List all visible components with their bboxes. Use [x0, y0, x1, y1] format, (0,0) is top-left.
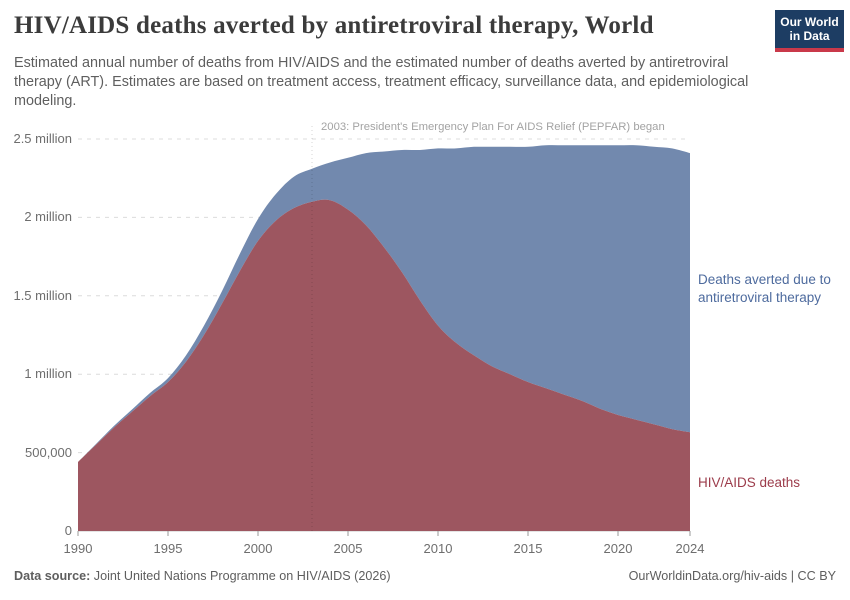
x-axis-tick-label: 2005 [333, 541, 363, 556]
y-axis-tick-label: 500,000 [25, 444, 72, 460]
x-axis-tick-label: 2015 [513, 541, 543, 556]
page-title: HIV/AIDS deaths averted by antiretrovira… [14, 12, 654, 39]
chart-subtitle: Estimated annual number of deaths from H… [14, 55, 749, 110]
x-axis-tick-label: 1995 [153, 541, 183, 556]
area-deaths-averted [78, 145, 690, 462]
y-axis-tick-label: 1 million [24, 366, 72, 382]
x-axis-tick-label: 2020 [603, 541, 633, 556]
area-hiv-aids-deaths [78, 199, 690, 532]
x-axis-tick-label: 1990 [63, 541, 93, 556]
series-label-deaths-averted: Deaths averted due to antiretroviral the… [698, 272, 831, 305]
y-axis-tick-label: 1.5 million [13, 287, 72, 303]
data-source-label: Data source: [14, 569, 91, 583]
pepfar-annotation: 2003: President's Emergency Plan For AID… [321, 121, 665, 133]
y-axis-tick-label: 0 [64, 523, 72, 538]
data-source-text: Joint United Nations Programme on HIV/AI… [90, 569, 391, 583]
chart-footer: Data source: Joint United Nations Progra… [14, 569, 836, 583]
x-axis-tick-label: 2024 [675, 541, 705, 556]
series-label-hiv-aids-deaths: HIV/AIDS deaths [698, 475, 801, 490]
owid-logo: Our World in Data [775, 10, 844, 52]
y-axis-tick-label: 2.5 million [13, 131, 72, 146]
y-axis-tick-label: 2 million [24, 209, 72, 225]
x-axis-tick-label: 2010 [423, 541, 453, 556]
data-source-note: Data source: Joint United Nations Progra… [14, 569, 391, 583]
x-axis-tick-label: 2000 [243, 541, 273, 556]
owid-logo-text-line1: Our World [780, 15, 839, 29]
owid-logo-text-line2: in Data [789, 29, 830, 44]
footer-link[interactable]: OurWorldinData.org/hiv-aids | CC BY [628, 569, 836, 583]
